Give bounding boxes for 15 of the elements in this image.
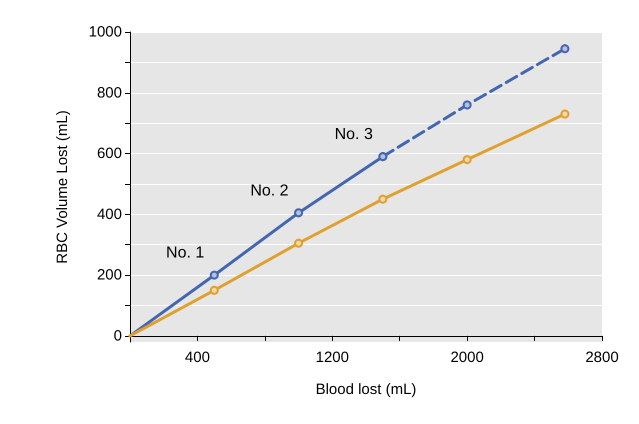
y-tick-label: 0 xyxy=(114,327,122,344)
x-tick-label: 400 xyxy=(184,349,210,366)
annotation: No. 1 xyxy=(166,244,204,262)
y-tick-label: 200 xyxy=(96,266,122,284)
annotation: No. 2 xyxy=(250,182,289,200)
x-tick-label: 1200 xyxy=(316,349,349,366)
y-tick-label: 800 xyxy=(96,84,122,102)
y-tick-label: 1000 xyxy=(88,24,122,40)
x-tick-label: 2000 xyxy=(450,349,484,366)
y-axis-title: RBC Volume Lost (mL) xyxy=(54,110,71,264)
y-tick-label: 600 xyxy=(96,145,122,162)
annotation: No. 3 xyxy=(334,126,373,144)
y-tick-label: 400 xyxy=(96,206,122,223)
x-axis-title: Blood lost (mL) xyxy=(316,381,416,398)
x-tick-label: 2800 xyxy=(585,349,619,366)
